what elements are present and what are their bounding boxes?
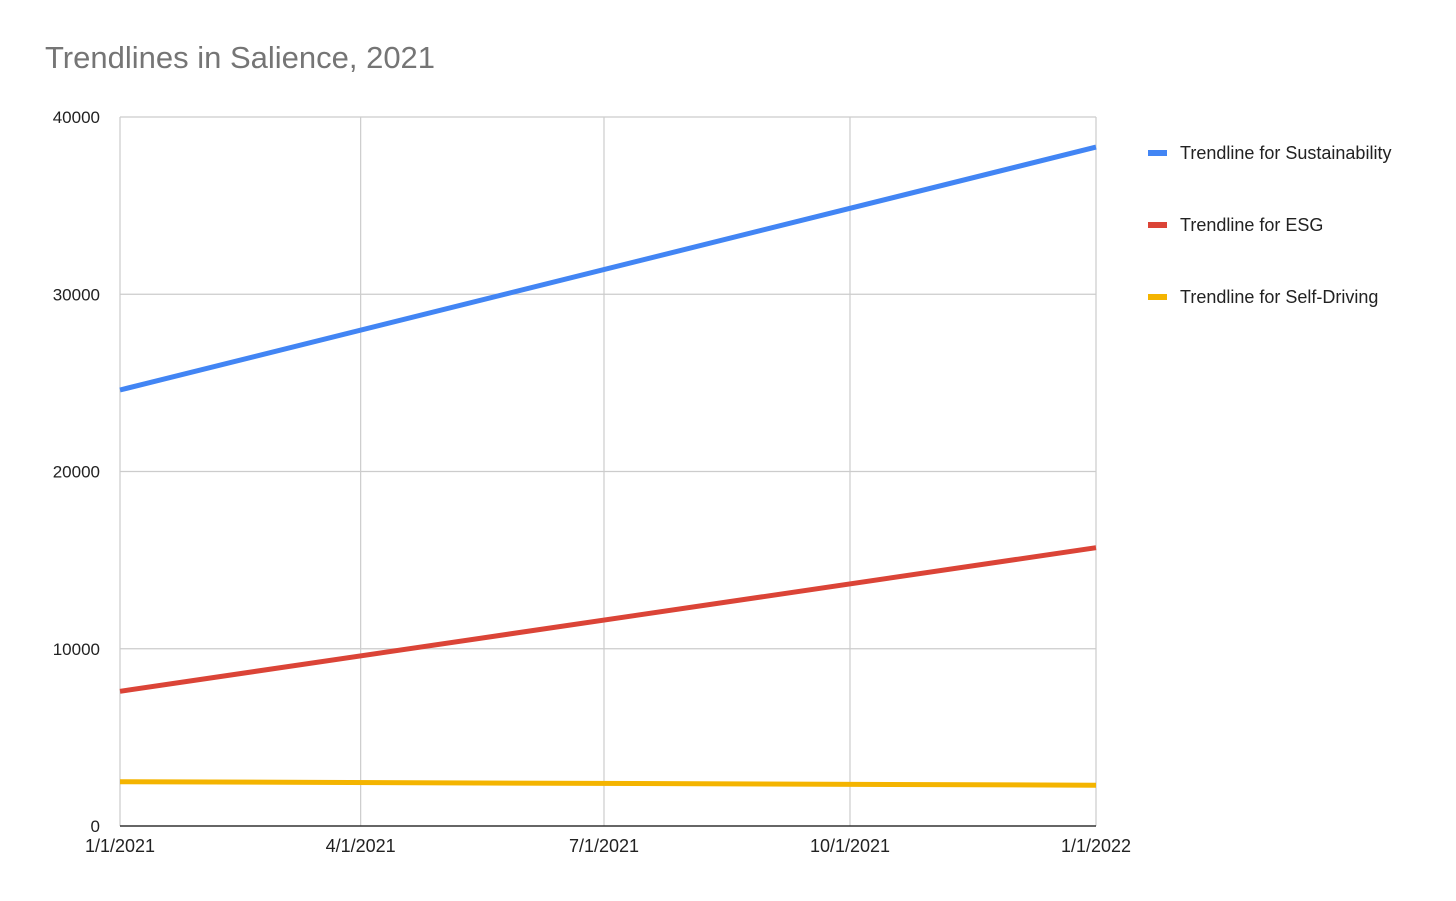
series-line-2: [119, 779, 1097, 788]
legend-label: Trendline for Self-Driving: [1180, 287, 1378, 307]
series-line-1: [119, 545, 1097, 694]
y-tick-label: 10000: [53, 640, 100, 659]
legend-label: Trendline for ESG: [1180, 215, 1323, 235]
x-tick-label: 1/1/2022: [1061, 836, 1131, 856]
series-line-0: [119, 144, 1097, 393]
legend-label: Trendline for Sustainability: [1180, 143, 1391, 163]
x-tick-label: 10/1/2021: [810, 836, 890, 856]
y-tick-label: 40000: [53, 108, 100, 127]
legend: Trendline for Sustainability Trendline fo…: [1148, 143, 1391, 307]
y-tick-label: 30000: [53, 285, 100, 304]
grid-layer: [119, 116, 1097, 826]
y-tick-label: 0: [91, 817, 100, 836]
x-tick-label: 1/1/2021: [85, 836, 155, 856]
x-tick-label: 4/1/2021: [326, 836, 396, 856]
chart-title: Trendlines in Salience, 2021: [45, 40, 436, 75]
axis-layer: 0 10000 20000 30000 40000 1/1/2021 4/1/2021 7/1…: [53, 108, 1131, 856]
y-tick-label: 20000: [53, 463, 100, 482]
series-layer: [119, 144, 1097, 788]
x-tick-label: 7/1/2021: [569, 836, 639, 856]
